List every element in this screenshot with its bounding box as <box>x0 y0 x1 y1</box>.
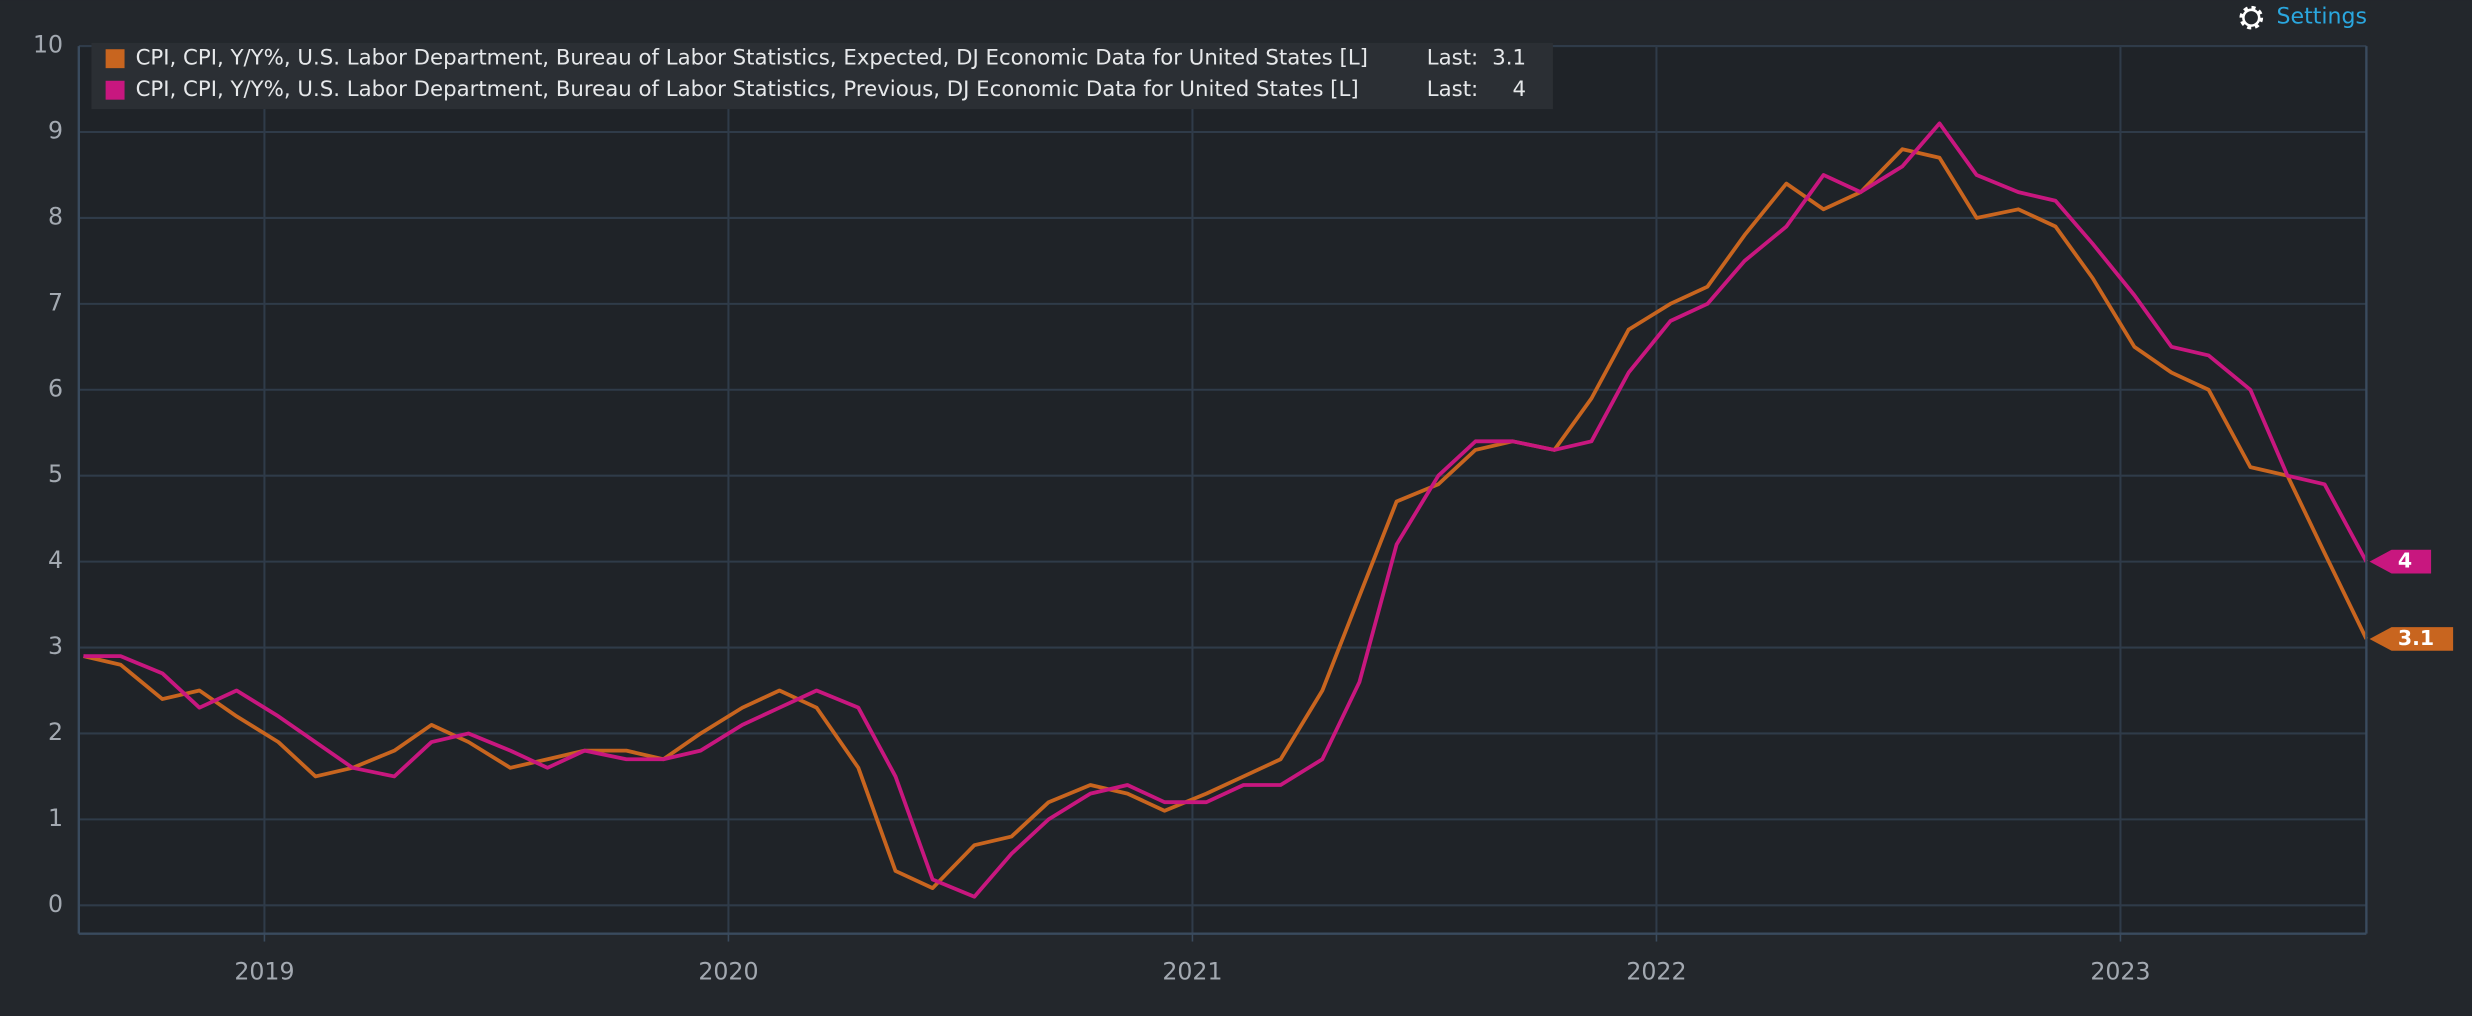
legend-swatch <box>105 49 125 69</box>
y-tick-label: 2 <box>48 718 63 746</box>
y-tick-label: 10 <box>33 31 63 59</box>
legend-last-label: Last: <box>1427 46 1478 71</box>
legend: CPI, CPI, Y/Y%, U.S. Labor Department, B… <box>91 42 1553 110</box>
y-tick-label: 0 <box>48 890 63 918</box>
y-tick-label: 1 <box>48 804 63 832</box>
legend-last-value: 3.1 <box>1492 46 1526 71</box>
legend-last-value: 4 <box>1513 77 1527 102</box>
series-line <box>83 147 2369 891</box>
legend-last-label: Last: <box>1427 77 1478 102</box>
settings-button[interactable]: Settings <box>2239 5 2368 30</box>
plot-area <box>78 46 2367 934</box>
y-tick-label: 8 <box>48 202 63 230</box>
end-tag: 3.1 <box>2398 626 2434 650</box>
end-tag-value: 3.1 <box>2398 626 2434 650</box>
y-tick-label: 6 <box>48 374 63 402</box>
legend-label: CPI, CPI, Y/Y%, U.S. Labor Department, B… <box>136 77 1359 102</box>
legend-box <box>91 42 1553 110</box>
y-tick-label: 4 <box>48 546 63 574</box>
x-tick-label: 2023 <box>2090 958 2150 986</box>
y-tick-label: 5 <box>48 460 63 488</box>
x-tick-label: 2021 <box>1162 958 1222 986</box>
y-tick-label: 7 <box>48 288 63 316</box>
y-tick-label: 3 <box>48 632 63 660</box>
settings-icon[interactable] <box>2239 5 2264 30</box>
end-tag-box <box>2369 627 2454 651</box>
x-tick-label: 2022 <box>1626 958 1686 986</box>
end-tag-box <box>2369 549 2432 574</box>
series-line <box>83 121 2369 899</box>
y-tick-label: 9 <box>48 116 63 144</box>
x-tick-label: 2019 <box>234 958 294 986</box>
legend-swatch <box>105 80 125 100</box>
gear-teeth[interactable] <box>2239 5 2264 30</box>
end-tag: 4 <box>2398 549 2412 573</box>
settings-label[interactable]: Settings <box>2277 5 2368 30</box>
series-lines <box>83 121 2369 899</box>
legend-label: CPI, CPI, Y/Y%, U.S. Labor Department, B… <box>136 46 1368 71</box>
x-tick-label: 2020 <box>698 958 758 986</box>
end-tag-value: 4 <box>2398 549 2412 573</box>
gear-ring[interactable] <box>2242 8 2261 27</box>
